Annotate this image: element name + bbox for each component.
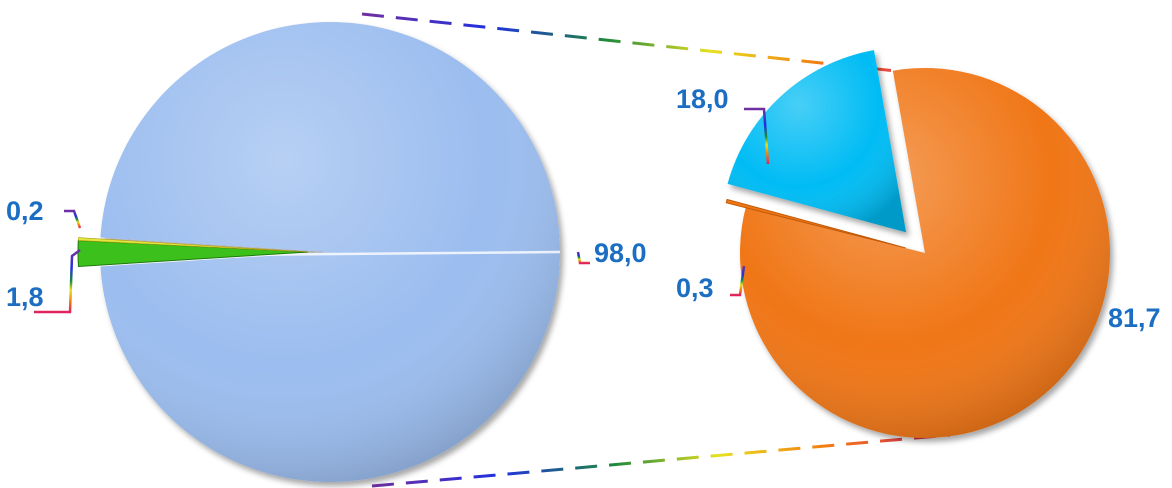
leader-0-3 [730,265,746,297]
data-label-0-2: 0,2 [6,196,44,226]
data-label-0-3: 0,3 [676,273,714,303]
leader-1-8 [34,249,81,314]
data-label-18-0: 18,0 [676,84,729,114]
leader-18-0 [744,107,770,165]
connector-line-bottom [371,433,951,488]
slice-0-3 [725,198,906,249]
leader-lines [34,107,770,314]
data-label-1-8: 1,8 [6,282,44,312]
data-label-98-0: 98,0 [594,238,647,268]
slice-0-2 [77,237,309,253]
primary-pie [77,21,561,482]
slice-81-7-shine [740,68,1111,439]
leader-98-0 [576,251,590,265]
slice-18-0-shine [727,50,907,233]
leader-0-2 [64,209,82,229]
slice-98-0-shine [100,21,560,482]
secondary-pie [725,50,1111,439]
data-labels: 0,2 1,8 98,0 18,0 0,3 81,7 [6,84,1161,333]
data-label-81-7: 81,7 [1108,303,1161,333]
